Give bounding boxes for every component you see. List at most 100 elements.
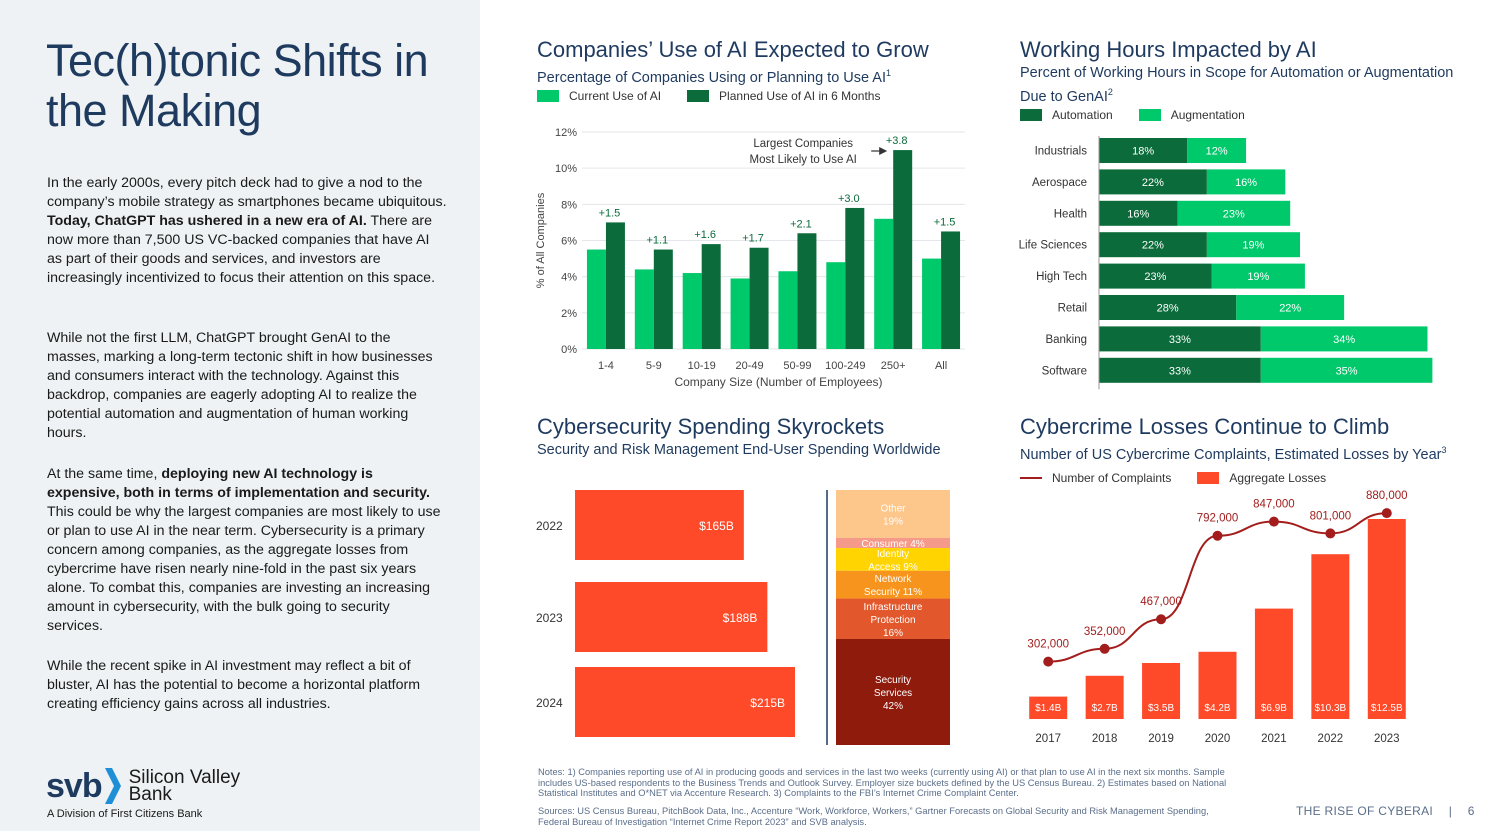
chart1-y-tick-label: 4% bbox=[561, 272, 577, 284]
chart1-legend: Current Use of AI Planned Use of AI in 6… bbox=[537, 89, 906, 103]
chart4-year-label: 2022 bbox=[1318, 733, 1344, 745]
chart2-augmentation-label: 19% bbox=[1247, 271, 1269, 283]
chart4-subtitle-text: Number of US Cybercrime Complaints, Esti… bbox=[1020, 446, 1442, 463]
cost-highlight: deploying new AI technology is expensive… bbox=[47, 466, 430, 501]
legend-swatch bbox=[687, 90, 710, 102]
chart1-bar-current bbox=[730, 278, 750, 349]
legend-current-use: Current Use of AI bbox=[537, 89, 661, 103]
chart3-breakdown-segment bbox=[836, 638, 950, 745]
chart1-y-tick-label: 12% bbox=[555, 127, 577, 139]
legend-label: Number of Complaints bbox=[1052, 471, 1172, 485]
chart1-footnote-ref: 1 bbox=[886, 68, 892, 78]
chart3-breakdown-label: Security 11% bbox=[864, 587, 922, 598]
intro-highlight: Today, ChatGPT has ushered in a new era … bbox=[47, 213, 367, 229]
chart2-automation-label: 23% bbox=[1144, 271, 1166, 283]
chart1-x-tick-label: 10-19 bbox=[688, 360, 716, 372]
chart3-breakdown-segment bbox=[836, 490, 950, 538]
chart2-automation-label: 33% bbox=[1169, 365, 1191, 377]
legend-label: Aggregate Losses bbox=[1229, 471, 1327, 485]
chart1-x-tick-label: 50-99 bbox=[783, 360, 811, 372]
chart1-bar-planned bbox=[749, 247, 769, 349]
chart1-y-tick-label: 6% bbox=[561, 236, 577, 248]
chart3-year-label: 2022 bbox=[536, 519, 563, 533]
chart2-augmentation-label: 23% bbox=[1223, 208, 1245, 220]
chart2-bar-automation bbox=[1099, 326, 1261, 352]
chart1-x-tick-label: All bbox=[935, 360, 947, 372]
chart4-loss-label: $4.2B bbox=[1204, 703, 1230, 714]
intro-paragraph: In the early 2000s, every pitch deck had… bbox=[47, 174, 447, 288]
chart2-category-label: Software bbox=[1042, 365, 1087, 377]
logo-chevron-icon bbox=[104, 768, 121, 804]
chart1-bar-planned bbox=[653, 249, 673, 349]
chart1-bar-planned bbox=[701, 244, 721, 349]
chart1-bar-planned bbox=[605, 222, 625, 349]
chart4-year-label: 2023 bbox=[1374, 733, 1400, 745]
chart1-x-tick-label: 100-249 bbox=[825, 360, 865, 372]
chart4-loss-label: $1.4B bbox=[1035, 703, 1061, 714]
legend-automation: Automation bbox=[1020, 108, 1113, 122]
chart4-complaints-label: 880,000 bbox=[1366, 490, 1408, 502]
chart4-legend: Number of Complaints Aggregate Losses bbox=[1020, 471, 1352, 485]
chart2-bar-automation bbox=[1099, 232, 1207, 258]
chart3-breakdown-label: Network bbox=[875, 574, 913, 585]
chart1-x-tick-label: 1-4 bbox=[598, 360, 614, 372]
chart2-working-hours-chart: Industrials 18% 12% Aerospace 22% 16% Health 16… bbox=[1019, 136, 1433, 390]
chart1-x-tick-label: 20-49 bbox=[735, 360, 763, 372]
chart2-category-label: Banking bbox=[1045, 334, 1087, 346]
chart1-title: Companies’ Use of AI Expected to Grow bbox=[537, 37, 929, 62]
chart2-bar-augmentation bbox=[1236, 295, 1345, 320]
chart2-bar-automation bbox=[1099, 169, 1207, 195]
logo-name: Silicon Valley Bank bbox=[128, 768, 241, 805]
legend-swatch bbox=[1020, 109, 1042, 121]
chart2-bar-augmentation bbox=[1211, 263, 1305, 289]
chart2-bar-automation bbox=[1099, 138, 1188, 163]
chart2-footnote-ref: 2 bbox=[1107, 87, 1113, 97]
chart3-spending-bar bbox=[575, 582, 768, 652]
chart4-loss-bar bbox=[1254, 608, 1293, 719]
chart2-bar-augmentation bbox=[1206, 169, 1286, 195]
chart3-breakdown-label: Security bbox=[875, 675, 911, 686]
chart4-complaints-label: 352,000 bbox=[1084, 626, 1126, 638]
chart2-automation-label: 22% bbox=[1142, 177, 1164, 189]
chart4-loss-bar bbox=[1085, 675, 1124, 719]
chart4-year-label: 2021 bbox=[1261, 733, 1287, 745]
chart2-legend: Automation Augmentation bbox=[1020, 108, 1271, 122]
chart2-automation-label: 33% bbox=[1169, 334, 1191, 346]
chart2-category-label: Life Sciences bbox=[1019, 240, 1088, 252]
chart2-bar-automation bbox=[1099, 357, 1261, 383]
chart4-title: Cybercrime Losses Continue to Climb bbox=[1020, 414, 1390, 439]
chart1-annotation-line1: Largest Companies bbox=[753, 138, 853, 150]
chart2-bar-augmentation bbox=[1260, 326, 1428, 352]
logo-name-line2: Bank bbox=[128, 784, 172, 805]
chart2-augmentation-label: 19% bbox=[1242, 240, 1264, 252]
legend-complaints: Number of Complaints bbox=[1020, 471, 1171, 485]
legend-augmentation: Augmentation bbox=[1138, 108, 1245, 122]
chart2-bar-augmentation bbox=[1206, 232, 1301, 258]
left-panel bbox=[0, 0, 480, 831]
chart3-breakdown-label: Access 9% bbox=[868, 562, 918, 573]
chart1-y-axis-label: % of All Companies bbox=[535, 192, 547, 288]
chart3-breakdown-segment bbox=[836, 598, 950, 639]
chart1-data-label: +2.1 bbox=[790, 218, 812, 230]
cost-text-rest: This could be why the largest companies … bbox=[47, 504, 441, 634]
chart3-breakdown-label: Services bbox=[874, 688, 912, 699]
chart1-subtitle-text: Percentage of Companies Using or Plannin… bbox=[537, 69, 887, 86]
chart2-automation-label: 16% bbox=[1127, 208, 1149, 220]
chart4-loss-bar bbox=[1311, 554, 1350, 719]
chart1-bar-current bbox=[634, 269, 654, 349]
chart2-bar-augmentation bbox=[1260, 357, 1433, 383]
intro-text-rest: There are now more than 7,500 US VC-back… bbox=[47, 213, 436, 286]
legend-losses: Aggregate Losses bbox=[1197, 471, 1326, 485]
chart3-value-label: $165B bbox=[699, 519, 734, 533]
chart2-automation-label: 28% bbox=[1157, 303, 1179, 315]
chart3-cyber-spending-chart: 2022 $165B 2023 $188B 2024 $215B Other 19% Consu… bbox=[536, 490, 950, 745]
chart4-complaints-point bbox=[1381, 508, 1392, 519]
chart1-y-tick-label: 2% bbox=[561, 308, 577, 320]
chart1-subtitle: Percentage of Companies Using or Plannin… bbox=[537, 64, 891, 88]
chart3-breakdown-segment bbox=[836, 548, 950, 571]
page-number: 6 bbox=[1467, 804, 1475, 818]
chart2-augmentation-label: 12% bbox=[1206, 146, 1228, 158]
chart4-loss-bar bbox=[1029, 696, 1068, 719]
legend-swatch bbox=[1138, 109, 1161, 121]
chart3-breakdown-label: Consumer 4% bbox=[861, 539, 924, 550]
